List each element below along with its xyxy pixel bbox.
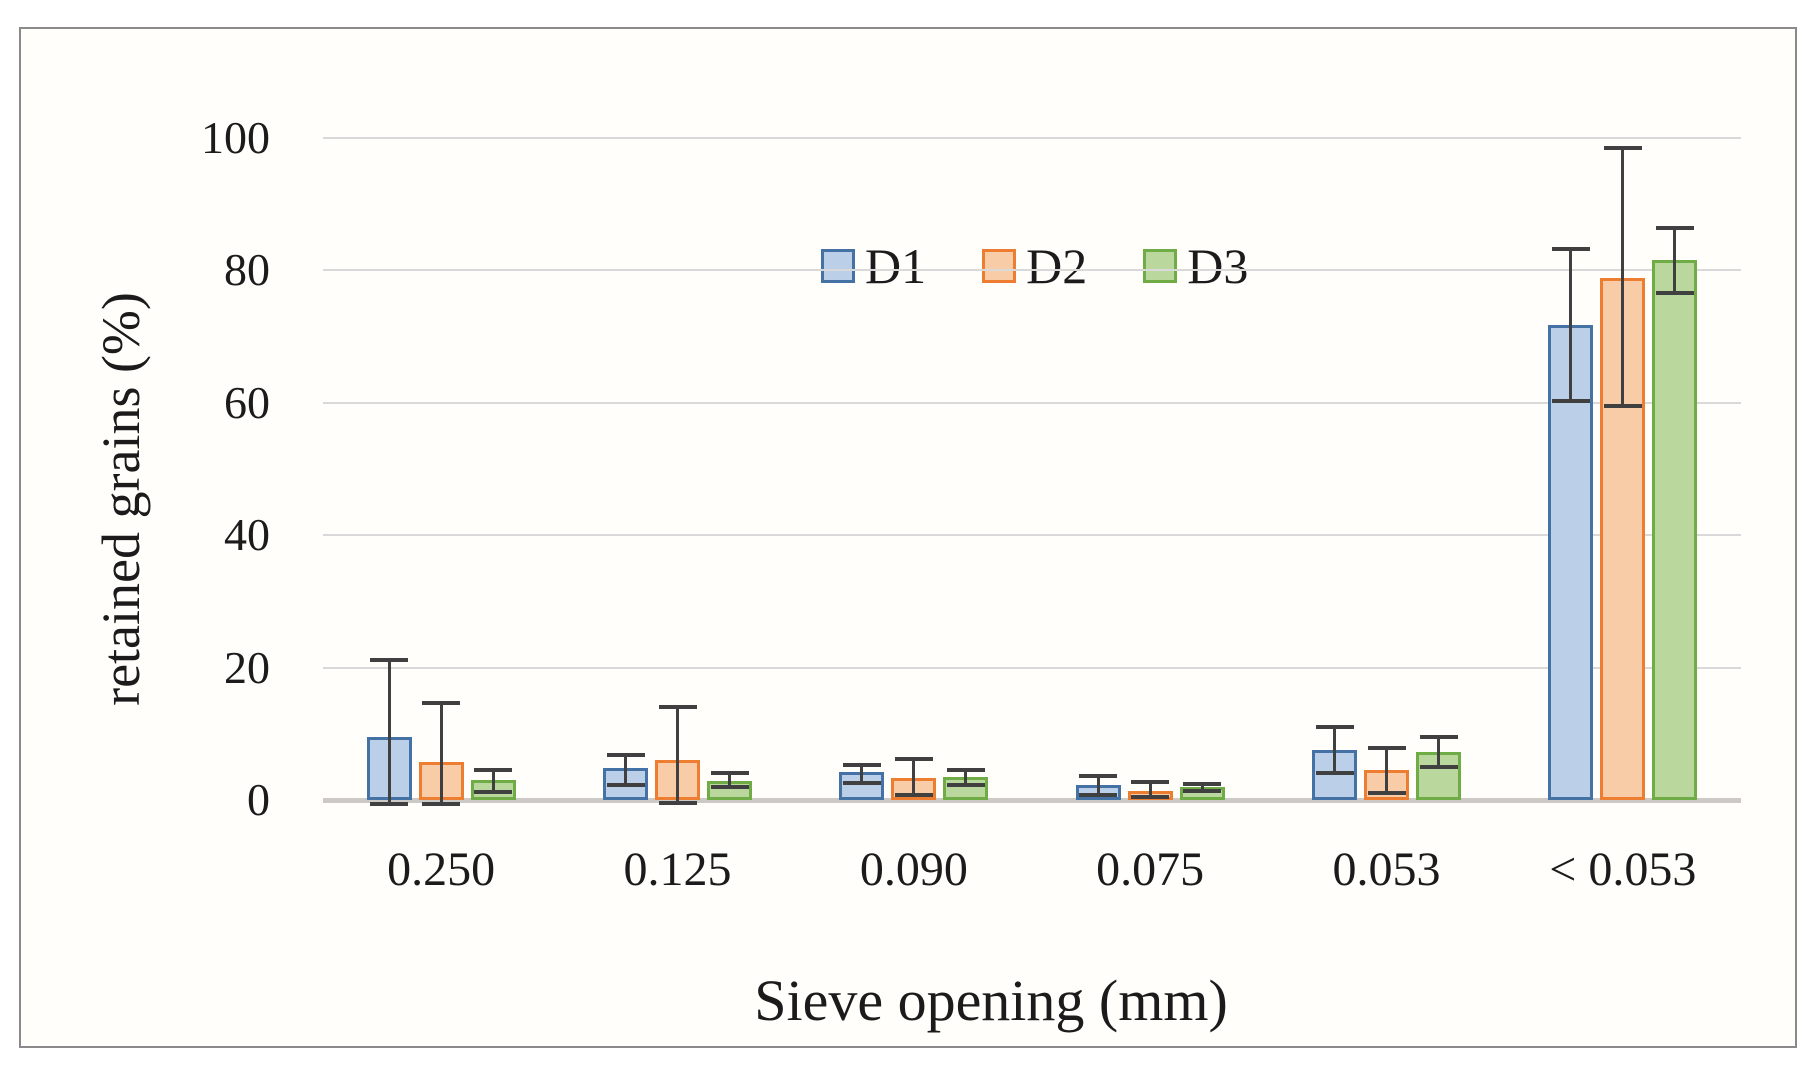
error-cap-top-D2-4 — [1367, 746, 1406, 751]
error-cap-bottom-D2-3 — [1131, 794, 1170, 799]
error-cap-bottom-D1-3 — [1079, 792, 1118, 797]
error-cap-top-D3-4 — [1419, 735, 1458, 740]
legend-swatch-D1 — [821, 249, 855, 283]
x-tick-label-3: 0.075 — [1096, 843, 1205, 896]
error-line-D1-4 — [1333, 727, 1336, 773]
error-cap-bottom-D2-4 — [1367, 791, 1406, 796]
gridline-80 — [323, 269, 1741, 272]
error-cap-top-D2-0 — [422, 700, 461, 705]
error-cap-bottom-D1-0 — [370, 801, 409, 806]
legend-item-D2: D2 — [982, 241, 1087, 291]
x-axis-line — [323, 798, 1741, 803]
error-line-D2-1 — [676, 706, 679, 804]
error-cap-top-D3-0 — [474, 768, 513, 773]
error-cap-bottom-D3-1 — [710, 784, 749, 789]
error-cap-bottom-D2-1 — [658, 801, 697, 806]
y-tick-label-20: 20 — [224, 641, 270, 693]
error-cap-bottom-D3-0 — [474, 790, 513, 795]
error-cap-top-D3-5 — [1655, 226, 1694, 231]
error-line-D2-0 — [439, 702, 443, 804]
bar-D1-5 — [1548, 324, 1594, 800]
y-tick-label-40: 40 — [224, 509, 270, 561]
error-cap-top-D1-5 — [1551, 247, 1590, 252]
error-cap-top-D3-3 — [1183, 782, 1222, 787]
error-line-D3-5 — [1673, 228, 1677, 293]
gridline-20 — [323, 666, 1741, 669]
legend-item-D1: D1 — [821, 241, 926, 291]
error-cap-bottom-D2-2 — [894, 793, 933, 798]
error-line-D3-0 — [491, 770, 495, 793]
legend-item-D3: D3 — [1143, 241, 1248, 291]
y-tick-label-0: 0 — [247, 774, 270, 825]
error-line-D3-4 — [1437, 737, 1440, 767]
legend-label-D1: D1 — [865, 238, 927, 294]
error-cap-top-D1-0 — [370, 657, 409, 662]
error-cap-bottom-D3-5 — [1655, 290, 1694, 295]
error-cap-top-D3-2 — [946, 768, 985, 773]
error-line-D1-1 — [624, 754, 627, 786]
legend-label-D3: D3 — [1187, 238, 1249, 294]
bar-D3-5 — [1652, 259, 1698, 800]
error-line-D3-1 — [728, 772, 731, 787]
y-tick-label-60: 60 — [224, 376, 270, 428]
legend-label-D2: D2 — [1026, 238, 1088, 294]
error-cap-bottom-D3-2 — [946, 782, 985, 787]
error-cap-top-D1-4 — [1315, 725, 1354, 730]
error-line-D2-2 — [912, 758, 916, 796]
error-line-D2-4 — [1385, 748, 1388, 794]
x-axis-title: Sieve opening (mm) — [754, 968, 1228, 1033]
x-tick-label-2: 0.090 — [859, 843, 968, 896]
gridline-100 — [323, 137, 1741, 139]
x-tick-label-0: 0.250 — [387, 843, 496, 896]
error-cap-top-D1-1 — [606, 752, 645, 757]
error-cap-bottom-D3-4 — [1419, 764, 1458, 769]
error-line-D1-5 — [1569, 249, 1573, 402]
error-line-D3-3 — [1200, 784, 1204, 792]
error-line-D1-0 — [387, 659, 391, 804]
error-cap-bottom-D3-3 — [1183, 789, 1222, 794]
legend-swatch-D3 — [1143, 249, 1178, 283]
error-cap-bottom-D1-5 — [1551, 399, 1590, 404]
error-cap-top-D2-3 — [1131, 780, 1170, 785]
chart-frame: retained grains (%) Sieve opening (mm) D… — [19, 27, 1797, 1048]
x-tick-label-4: 0.053 — [1332, 843, 1441, 896]
x-tick-label-1: 0.125 — [623, 843, 732, 896]
gridline-60 — [323, 401, 1741, 404]
error-cap-bottom-D1-1 — [606, 783, 645, 788]
error-cap-top-D2-1 — [658, 704, 697, 709]
error-cap-top-D1-2 — [842, 762, 881, 767]
y-tick-label-100: 100 — [201, 112, 270, 163]
legend: D1 D2 D3 — [821, 241, 1248, 291]
error-cap-top-D2-2 — [894, 756, 933, 761]
x-tick-label-5: < 0.053 — [1549, 843, 1697, 896]
error-cap-bottom-D1-2 — [842, 781, 881, 786]
plot-area: 0 20 40 60 80 100 0.250 0.125 0.090 0.075 0.053 < 0… — [21, 29, 1799, 1050]
error-cap-top-D2-5 — [1603, 145, 1642, 150]
error-cap-top-D3-1 — [710, 770, 749, 775]
error-line-D3-2 — [964, 770, 968, 785]
error-line-D2-5 — [1621, 147, 1625, 407]
error-cap-bottom-D2-5 — [1603, 404, 1642, 409]
error-line-D2-3 — [1148, 782, 1152, 797]
error-line-D1-3 — [1096, 776, 1100, 795]
error-cap-bottom-D2-0 — [422, 801, 461, 806]
y-tick-label-80: 80 — [224, 244, 270, 296]
error-cap-bottom-D1-4 — [1315, 770, 1354, 775]
gridline-40 — [323, 534, 1741, 537]
error-cap-top-D1-3 — [1079, 774, 1118, 779]
legend-swatch-D2 — [982, 249, 1017, 283]
error-line-D1-2 — [860, 764, 864, 784]
